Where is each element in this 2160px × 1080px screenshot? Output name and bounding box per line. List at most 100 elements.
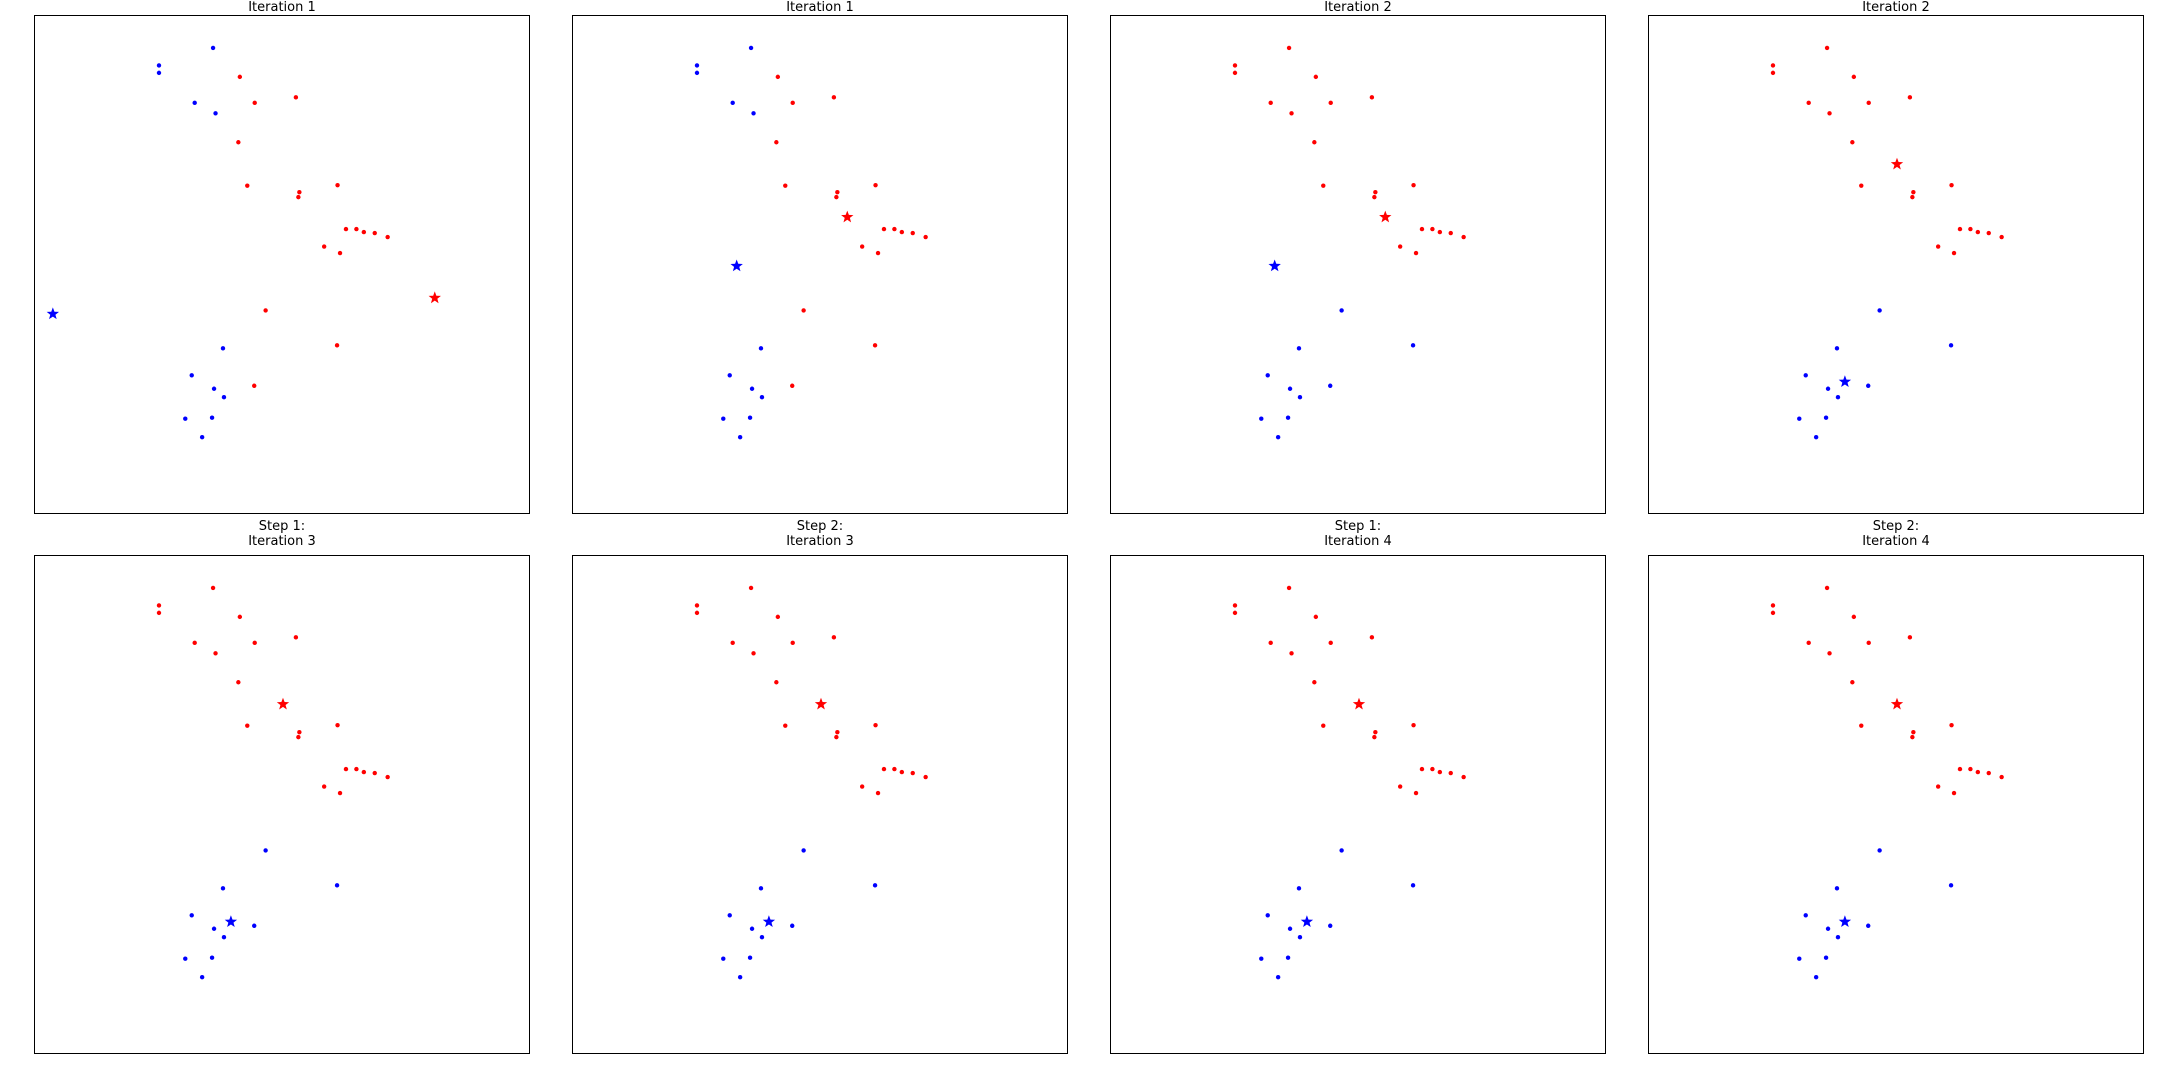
data-point-blue [727, 913, 732, 918]
data-point-blue [1835, 935, 1841, 940]
centroid-star-red [841, 210, 854, 223]
data-point-red [1372, 194, 1377, 200]
axes-frame [34, 555, 530, 1054]
data-point-red [875, 790, 881, 796]
data-point-blue [156, 63, 162, 68]
data-point-red [923, 234, 928, 240]
data-point-red [1448, 770, 1453, 776]
centroid-star-red [1379, 210, 1392, 223]
data-point-red [1907, 95, 1913, 100]
data-point-red [1999, 774, 2004, 780]
panel-title: Iteration 2 [1648, 0, 2144, 15]
data-point-red [801, 308, 806, 313]
data-point-red [1312, 140, 1317, 145]
data-point-blue [1825, 926, 1831, 931]
data-point-red [1850, 140, 1855, 145]
panel-title-line: Iteration 2 [1324, 0, 1392, 15]
data-point-red [1850, 680, 1855, 685]
data-point-blue [1877, 308, 1882, 313]
data-point-blue [721, 956, 726, 961]
data-point-red [875, 250, 881, 256]
data-point-red [1770, 603, 1776, 608]
data-point-red [1975, 769, 1981, 775]
data-point-red [236, 140, 241, 145]
data-point-red [783, 183, 788, 188]
data-point-red [1312, 680, 1317, 685]
centroid-star-red [1352, 697, 1366, 710]
data-point-red [1369, 635, 1375, 640]
data-point-red [1413, 790, 1419, 796]
data-point-red [1911, 729, 1916, 735]
data-point-blue [758, 886, 764, 891]
data-point-red [1461, 234, 1466, 240]
data-point-blue [1866, 383, 1871, 388]
data-point-blue [730, 100, 735, 106]
data-point-blue [1797, 956, 1802, 961]
data-point-red [1437, 229, 1443, 235]
data-point-blue [1328, 383, 1333, 388]
centroid-star-red [276, 697, 290, 710]
data-point-blue [1813, 434, 1819, 440]
data-point-blue [737, 974, 743, 980]
data-point-red [783, 723, 788, 728]
data-point-red [334, 343, 340, 348]
data-point-red [1286, 45, 1292, 51]
axes-frame [572, 15, 1068, 514]
data-point-blue [1285, 415, 1291, 420]
data-point-blue [694, 70, 700, 76]
data-point-red [237, 74, 243, 80]
data-point-red [1935, 244, 1941, 249]
panel-title-line: Iteration 3 [248, 534, 316, 549]
data-point-blue [1275, 434, 1281, 440]
data-point-red [1911, 189, 1916, 195]
data-point-blue [1834, 886, 1840, 891]
data-point-red [1419, 226, 1425, 232]
data-point-red [1321, 183, 1326, 188]
data-point-blue [1803, 373, 1808, 378]
data-point-red [1373, 189, 1378, 195]
scatter-panel: Step 1: Iteration 4 [1110, 519, 1606, 1054]
data-point-red [361, 769, 367, 775]
data-point-red [1824, 585, 1830, 591]
data-point-red [790, 100, 795, 106]
data-point-red [354, 766, 359, 772]
data-point-blue [1339, 848, 1344, 853]
scatter-panel: Iteration 2 [1110, 0, 1606, 514]
data-point-blue [747, 955, 753, 960]
panel-title-line: Step 1: [258, 519, 306, 534]
data-point-blue [1825, 386, 1831, 391]
data-point-blue [1339, 308, 1344, 313]
panel-title-line: Iteration 1 [248, 0, 316, 15]
data-point-blue [737, 434, 743, 440]
data-point-red [910, 230, 915, 236]
scatter-panel: Iteration 2 [1648, 0, 2144, 514]
data-point-red [859, 784, 865, 789]
data-point-red [354, 226, 359, 232]
data-point-red [835, 189, 840, 195]
data-point-red [1372, 734, 1377, 740]
data-point-red [899, 229, 905, 235]
data-point-red [1907, 635, 1913, 640]
data-point-blue [747, 415, 753, 420]
data-point-blue [1410, 883, 1416, 888]
data-point-red [385, 774, 390, 780]
data-point-blue [189, 373, 194, 378]
data-point-blue [1287, 926, 1293, 931]
data-point-red [790, 383, 795, 388]
data-point-red [873, 722, 878, 728]
data-point-red [372, 230, 377, 236]
centroid-star-blue [1838, 375, 1852, 388]
panel-title: Iteration 1 [572, 0, 1068, 15]
data-point-red [252, 100, 257, 106]
data-point-blue [1866, 923, 1871, 928]
data-point-red [1827, 111, 1832, 116]
data-point-red [834, 734, 839, 740]
data-point-red [1949, 722, 1954, 728]
data-point-red [1313, 74, 1319, 80]
axes-frame [1110, 555, 1606, 1054]
centroid-star-red [1890, 157, 1904, 170]
data-point-red [296, 734, 301, 740]
data-point-red [881, 766, 887, 772]
data-point-red [1770, 63, 1776, 68]
data-point-red [1866, 640, 1871, 646]
